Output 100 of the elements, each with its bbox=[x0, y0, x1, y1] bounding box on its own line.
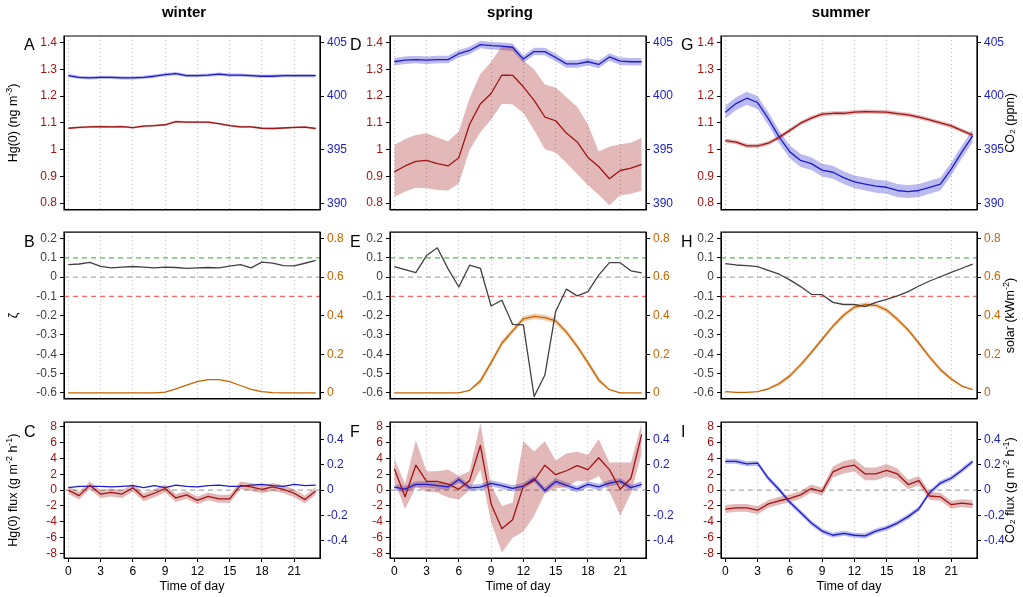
y-tick-label: 0.9 bbox=[697, 168, 715, 183]
x-tick-label: 12 bbox=[516, 563, 531, 578]
y-tick-label: 1.1 bbox=[366, 115, 384, 130]
y2-tick-label: 0.6 bbox=[653, 269, 671, 284]
x-axis-title: Time of day bbox=[816, 579, 883, 594]
y-tick-label: -6 bbox=[46, 529, 58, 544]
y2-tick-label: 0.4 bbox=[653, 432, 671, 447]
text: A bbox=[24, 36, 35, 54]
y-tick-label: -6 bbox=[703, 529, 715, 544]
y2-tick-label: 0.8 bbox=[327, 230, 345, 245]
y-tick-label: 6 bbox=[707, 435, 715, 450]
y-tick-label: -0.6 bbox=[693, 385, 715, 400]
y-tick-label: 1.1 bbox=[40, 115, 58, 130]
y-tick-label: -2 bbox=[46, 498, 58, 513]
y-tick-label: 4 bbox=[707, 450, 715, 465]
y2-tick-label: 0.2 bbox=[327, 346, 345, 361]
y2-tick-label: 0 bbox=[653, 482, 660, 497]
y-tick-label: -0.2 bbox=[693, 308, 715, 323]
y-tick-label: 6 bbox=[50, 435, 58, 450]
y-tick-label: 2 bbox=[707, 466, 715, 481]
x-tick-label: 12 bbox=[190, 563, 205, 578]
y2-tick-label: 400 bbox=[653, 88, 674, 103]
y-tick-label: -2 bbox=[372, 498, 384, 513]
y2-tick-label: 0 bbox=[653, 385, 660, 400]
y2-tick-label: -0.4 bbox=[327, 532, 348, 547]
y2-tick-label: 0.6 bbox=[984, 269, 1002, 284]
y2-tick-label: 0.4 bbox=[984, 308, 1002, 323]
y-tick-label: -0.6 bbox=[36, 385, 58, 400]
y2-tick-label: 405 bbox=[653, 34, 674, 49]
y2-tick-label: 0 bbox=[984, 482, 991, 497]
y-tick-label: -0.2 bbox=[36, 308, 58, 323]
y-tick-label: 0 bbox=[50, 482, 58, 497]
x-tick-label: 3 bbox=[97, 563, 105, 578]
x-tick-label: 21 bbox=[613, 563, 628, 578]
y-tick-label: -0.3 bbox=[36, 327, 58, 342]
y-tick-label: 0.2 bbox=[366, 230, 384, 245]
y-tick-label: -0.6 bbox=[362, 385, 384, 400]
x-tick-label: 21 bbox=[287, 563, 302, 578]
x-tick-label: 3 bbox=[423, 563, 431, 578]
y2-tick-label: 0.6 bbox=[327, 269, 345, 284]
y-tick-label: 0.1 bbox=[40, 250, 58, 265]
y-tick-label: -0.1 bbox=[693, 288, 715, 303]
x-tick-label: 6 bbox=[455, 563, 463, 578]
y-tick-label: -0.5 bbox=[362, 365, 384, 380]
y2-tick-label: 400 bbox=[327, 88, 348, 103]
x-tick-label: 6 bbox=[786, 563, 794, 578]
y2-tick-label: 395 bbox=[327, 142, 348, 157]
y2-tick-label: 395 bbox=[653, 142, 674, 157]
text: C bbox=[24, 422, 36, 440]
y-tick-label: 0.2 bbox=[697, 230, 715, 245]
y2-axis-title: CO₂ (ppm) bbox=[1003, 93, 1018, 153]
y-tick-label: -0.1 bbox=[36, 288, 58, 303]
y-tick-label: 1 bbox=[50, 141, 58, 156]
y2-tick-label: 0 bbox=[327, 482, 334, 497]
y-tick-label: 1.2 bbox=[697, 88, 715, 103]
y2-tick-label: -0.2 bbox=[327, 507, 348, 522]
y2-tick-label: -0.2 bbox=[653, 507, 674, 522]
y-tick-label: 0 bbox=[376, 269, 384, 284]
x-tick-label: 9 bbox=[161, 563, 169, 578]
y-tick-label: 6 bbox=[376, 435, 384, 450]
x-tick-label: 6 bbox=[129, 563, 137, 578]
y-tick-label: 1.3 bbox=[697, 61, 715, 76]
x-tick-label: 21 bbox=[944, 563, 959, 578]
text: I bbox=[681, 422, 686, 440]
x-tick-label: 15 bbox=[548, 563, 563, 578]
y2-tick-label: -0.2 bbox=[984, 507, 1005, 522]
text: G bbox=[681, 36, 694, 54]
y2-tick-label: 390 bbox=[327, 195, 348, 210]
y-tick-label: 0 bbox=[376, 482, 384, 497]
chart-title: winter bbox=[160, 3, 207, 21]
y-tick-label: -8 bbox=[703, 545, 715, 560]
y2-tick-label: 390 bbox=[653, 195, 674, 210]
text: B bbox=[24, 232, 35, 250]
y2-tick-label: 0.8 bbox=[984, 230, 1002, 245]
y-tick-label: 2 bbox=[50, 466, 58, 481]
y2-tick-label: 0.4 bbox=[653, 308, 671, 323]
y-tick-label: -0.5 bbox=[693, 365, 715, 380]
y-tick-label: 1.3 bbox=[366, 61, 384, 76]
y2-tick-label: 0.2 bbox=[984, 457, 1002, 472]
x-tick-label: 0 bbox=[64, 563, 72, 578]
y-tick-label: -0.4 bbox=[362, 346, 384, 361]
x-tick-label: 12 bbox=[847, 563, 862, 578]
y-tick-label: 0 bbox=[50, 269, 58, 284]
y-tick-label: -0.2 bbox=[362, 308, 384, 323]
y2-tick-label: 390 bbox=[984, 195, 1005, 210]
text: H bbox=[681, 232, 693, 250]
y-tick-label: 2 bbox=[376, 466, 384, 481]
x-tick-label: 0 bbox=[390, 563, 398, 578]
text: F bbox=[350, 422, 360, 440]
y2-tick-label: 0.2 bbox=[653, 346, 671, 361]
y2-axis-title: solar (kWm-2) bbox=[1000, 277, 1018, 354]
y-tick-label: 0.1 bbox=[366, 250, 384, 265]
y-tick-label: 8 bbox=[707, 419, 715, 434]
y-tick-label: 0.8 bbox=[366, 195, 384, 210]
y-tick-label: 4 bbox=[376, 450, 384, 465]
y-tick-label: 1 bbox=[707, 141, 715, 156]
text: D bbox=[350, 36, 362, 54]
y2-tick-label: 395 bbox=[984, 142, 1005, 157]
y-tick-label: -4 bbox=[46, 513, 58, 528]
x-tick-label: 3 bbox=[754, 563, 762, 578]
